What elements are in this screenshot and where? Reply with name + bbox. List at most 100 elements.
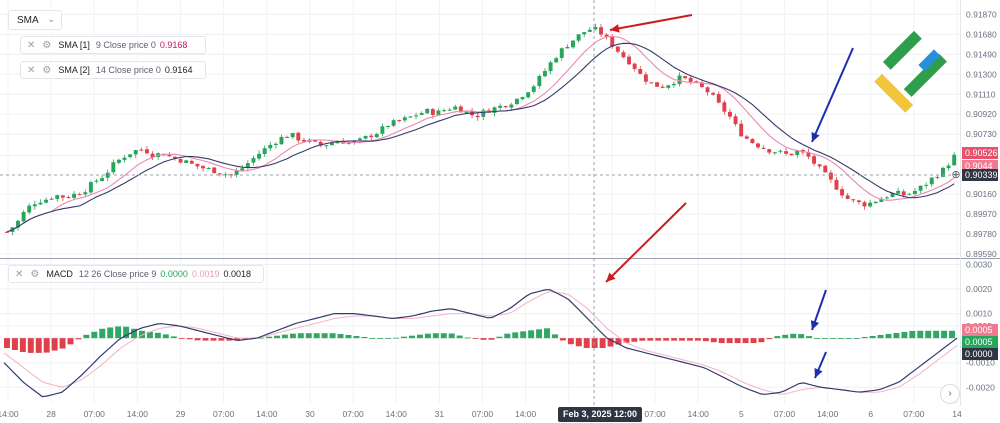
- histogram-bar: [750, 338, 757, 344]
- candlestick-series: [4, 23, 957, 236]
- candle-body: [285, 136, 290, 138]
- histogram-bar: [472, 338, 479, 339]
- candle-body: [234, 170, 239, 175]
- macd-tick-label: 0.0010: [966, 309, 992, 319]
- candle-body: [565, 46, 570, 49]
- candle-body: [111, 162, 116, 173]
- candle-body: [845, 195, 850, 199]
- histogram-bar: [925, 330, 932, 339]
- arrow-red-macd: [605, 202, 687, 283]
- candle-body: [458, 106, 463, 113]
- price-tick-label: 0.90160: [966, 189, 997, 199]
- histogram-bar: [949, 330, 956, 339]
- candle-body: [229, 174, 234, 176]
- time-tick-label: 07:00: [903, 409, 925, 419]
- close-icon[interactable]: ✕: [27, 64, 36, 76]
- histogram-bar: [726, 338, 733, 344]
- histogram-bar: [718, 338, 725, 344]
- time-tick-label: 14:00: [817, 409, 839, 419]
- histogram-bar: [416, 334, 423, 339]
- histogram-bar: [512, 332, 519, 339]
- gear-icon[interactable]: ⚙: [42, 64, 52, 76]
- crosshair-icon[interactable]: ⊕: [951, 169, 961, 181]
- histogram-bar: [702, 338, 709, 342]
- histogram-bar: [520, 331, 527, 339]
- arrow-head: [610, 24, 620, 33]
- price-tick-label: 0.91300: [966, 69, 997, 79]
- histogram-bar: [146, 331, 153, 339]
- candle-body: [599, 27, 603, 35]
- candle-body: [784, 151, 788, 154]
- candle-body: [498, 105, 503, 108]
- candle-body: [430, 109, 435, 115]
- candle-body: [896, 190, 901, 194]
- candle-body: [240, 168, 245, 171]
- close-icon[interactable]: ✕: [15, 268, 24, 280]
- candle-body: [206, 167, 211, 169]
- histogram-bar: [91, 331, 98, 339]
- candle-body: [694, 81, 699, 83]
- histogram-bar: [43, 338, 50, 353]
- candle-body: [436, 110, 441, 115]
- histogram-bar: [528, 330, 535, 339]
- chevron-down-icon: ⌄: [47, 14, 55, 24]
- macd-line: [3, 289, 958, 398]
- candle-body: [167, 154, 172, 157]
- candle-body: [324, 145, 329, 147]
- arrow-shaft: [609, 14, 693, 31]
- time-tick-label: 29: [176, 409, 186, 419]
- histogram-bar: [671, 338, 678, 341]
- candle-body: [94, 180, 99, 182]
- candle-body: [722, 102, 727, 112]
- candle-body: [223, 174, 228, 176]
- candle-body: [380, 126, 385, 134]
- close-icon[interactable]: ✕: [27, 39, 36, 51]
- candle-body: [425, 108, 430, 114]
- indicator-select[interactable]: SMA ⌄: [8, 10, 62, 30]
- histogram-bar: [686, 338, 693, 341]
- histogram-bar: [202, 338, 209, 341]
- histogram-bar: [305, 333, 312, 339]
- time-tick-label: 14:00: [127, 409, 149, 419]
- arrow-blue-hist: [810, 289, 827, 331]
- histogram-bar: [599, 338, 606, 348]
- price-tick-label: 0.90730: [966, 129, 997, 139]
- candle-body: [391, 120, 396, 126]
- candle-body: [184, 160, 189, 164]
- candle-body: [245, 163, 250, 168]
- histogram-bar: [758, 338, 765, 343]
- candle-body: [733, 116, 738, 125]
- arrow-shaft: [605, 202, 687, 283]
- gear-icon[interactable]: ⚙: [42, 39, 52, 51]
- candle-body: [683, 76, 688, 79]
- candle-body: [548, 62, 553, 72]
- histogram-bar: [861, 336, 868, 339]
- histogram-bar: [591, 338, 598, 348]
- macd-tick-label: -0.0010: [966, 358, 995, 368]
- histogram-bar: [154, 332, 161, 339]
- histogram-bar: [321, 333, 328, 339]
- histogram-bar: [123, 326, 130, 339]
- histogram-bar: [663, 338, 670, 341]
- candle-body: [576, 34, 581, 41]
- candle-body: [195, 163, 200, 167]
- histogram-bar: [536, 329, 543, 339]
- chevron-right-icon[interactable]: ›: [940, 384, 960, 404]
- candle-body: [884, 197, 889, 199]
- candle-body: [83, 192, 88, 195]
- candle-body: [60, 195, 65, 198]
- candle-body: [643, 74, 648, 82]
- price-tick-label: 0.91490: [966, 49, 997, 59]
- histogram-bar: [218, 338, 225, 341]
- candle-body: [116, 159, 121, 163]
- candle-body: [144, 149, 149, 154]
- candle-body: [358, 138, 362, 141]
- candle-body: [447, 109, 452, 111]
- gear-icon[interactable]: ⚙: [30, 268, 40, 280]
- candle-body: [133, 150, 138, 155]
- arrow-blue-top: [811, 47, 854, 143]
- histogram-bar: [647, 338, 654, 341]
- time-tick-label: 07:00: [774, 409, 796, 419]
- histogram-bar: [901, 331, 908, 339]
